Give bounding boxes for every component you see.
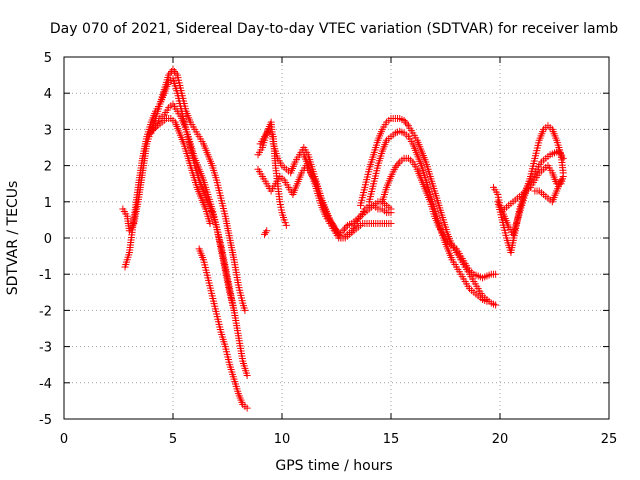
axis-ticks: 0 5 10 15 20 25 -5 -4 -3 -2 -1 0 1 2 3 4 5 <box>39 51 617 447</box>
data-point <box>165 71 173 79</box>
data-point <box>559 172 567 180</box>
data-point <box>400 116 408 124</box>
data-point <box>262 229 270 237</box>
series-track-5 <box>195 245 251 412</box>
series-track-9 <box>256 125 290 229</box>
series-track-16 <box>500 162 567 213</box>
data-point <box>559 154 567 162</box>
x-tick-label: 0 <box>60 432 68 447</box>
data-point <box>261 230 269 238</box>
data-point <box>557 176 565 184</box>
data-point <box>387 220 395 228</box>
data-point <box>170 67 178 75</box>
data-point <box>387 209 395 217</box>
y-tick-label: 0 <box>44 232 52 247</box>
x-tick-label: 25 <box>601 432 618 447</box>
data-point <box>391 163 399 171</box>
y-tick-label: 2 <box>44 160 52 175</box>
series-track-12 <box>365 127 491 305</box>
y-tick-label: -4 <box>39 377 52 392</box>
data-point <box>483 297 491 305</box>
data-point <box>172 69 180 77</box>
series-track-10 <box>300 151 395 242</box>
data-point <box>169 66 177 74</box>
series-track-17 <box>531 176 565 206</box>
y-axis-label: SDTVAR / TECUs <box>5 181 21 296</box>
data-point <box>282 221 290 229</box>
chart-title: Day 070 of 2021, Sidereal Day-to-day VTE… <box>50 21 618 37</box>
data-point <box>340 225 348 233</box>
x-tick-label: 5 <box>169 432 177 447</box>
data-point <box>402 118 410 126</box>
y-tick-label: -2 <box>39 304 52 319</box>
x-axis-label: GPS time / hours <box>275 458 392 474</box>
series-track-3 <box>147 100 238 314</box>
data-point <box>263 227 271 235</box>
data-point <box>393 162 401 170</box>
x-tick-label: 20 <box>492 432 509 447</box>
y-tick-label: -1 <box>39 268 52 283</box>
series-track-4 <box>149 115 214 228</box>
data-point <box>339 227 347 235</box>
data-point <box>394 160 402 168</box>
data-point <box>403 120 411 128</box>
y-tick-label: 5 <box>44 51 52 66</box>
data-point <box>230 306 238 314</box>
y-tick-label: -5 <box>39 413 52 428</box>
series-track-13 <box>378 154 500 282</box>
x-tick-label: 10 <box>274 432 291 447</box>
x-tick-label: 15 <box>383 432 400 447</box>
data-point <box>342 223 350 231</box>
y-tick-label: 3 <box>44 123 52 138</box>
y-tick-label: -3 <box>39 341 52 356</box>
data-point <box>492 301 500 309</box>
y-tick-label: 4 <box>44 87 52 102</box>
data-point <box>243 372 251 380</box>
series-track-6 <box>261 227 271 238</box>
data-point <box>492 270 500 278</box>
data-point <box>241 306 249 314</box>
y-tick-label: 1 <box>44 196 52 211</box>
data-point <box>243 404 251 412</box>
data-point <box>206 220 214 228</box>
data-points <box>119 66 567 412</box>
